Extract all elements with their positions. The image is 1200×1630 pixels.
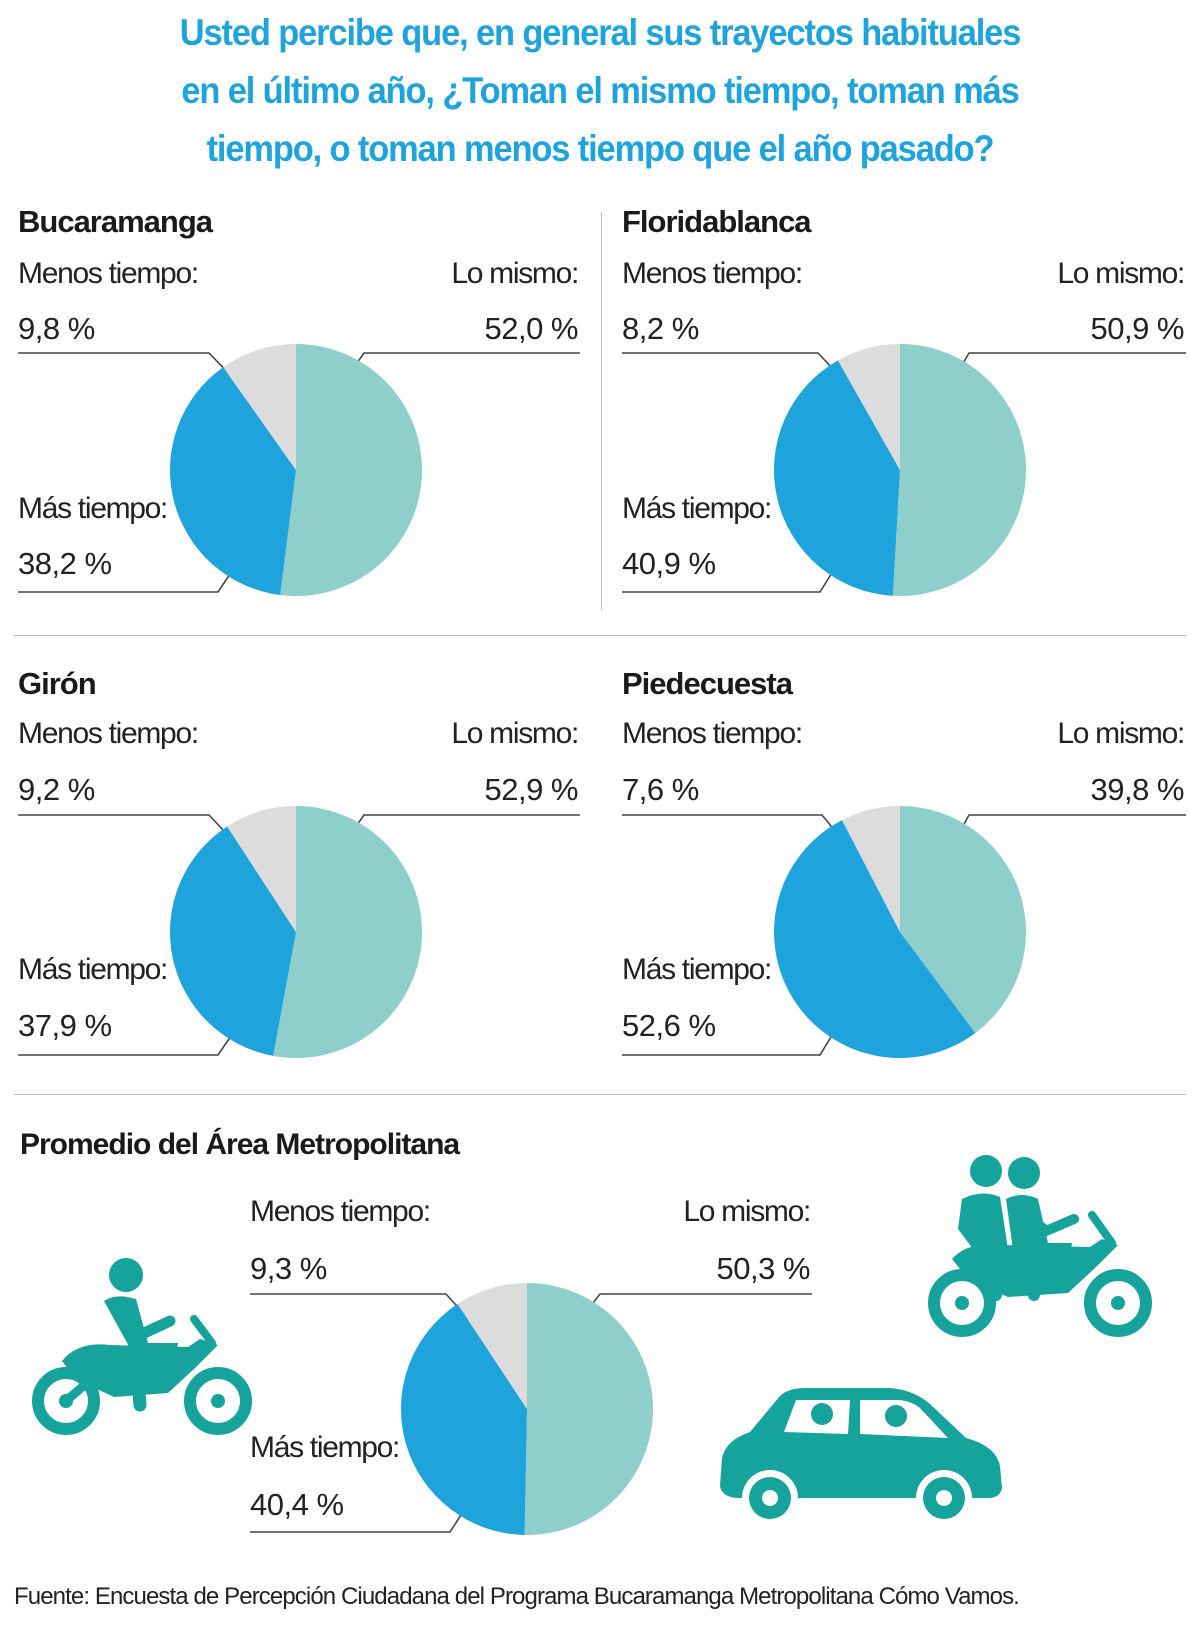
slice-menos-tiempo — [227, 806, 296, 932]
label-lo-mismo: Lo mismo: — [1057, 257, 1185, 290]
value-lo-mismo: 50,9 % — [1090, 311, 1184, 346]
value-menos-tiempo: 7,6 % — [622, 772, 699, 807]
title-line: Usted percibe que, en general sus trayec… — [179, 12, 1022, 53]
label-menos-tiempo: Menos tiempo: — [18, 257, 199, 290]
horizontal-divider — [14, 635, 1186, 636]
pie-chart — [170, 806, 423, 1058]
pie-chart — [169, 344, 422, 596]
label-lo-mismo: Lo mismo: — [451, 717, 579, 750]
value-mas-tiempo: 37,9 % — [18, 1008, 112, 1043]
label-mas-tiempo: Más tiempo: — [250, 1431, 400, 1464]
chart-title: Usted percibe que, en general sus trayec… — [42, 4, 1158, 178]
label-menos-tiempo: Menos tiempo: — [622, 717, 803, 750]
car-icon — [720, 1388, 1002, 1526]
label-mas-tiempo: Más tiempo: — [18, 492, 168, 525]
panel-title: Girón — [18, 666, 97, 701]
motorcycle-rider-icon — [32, 1258, 252, 1435]
source-note: Fuente: Encuesta de Percepción Ciudadana… — [14, 1583, 1020, 1610]
slice-lo-mismo — [524, 1283, 653, 1535]
label-lo-mismo: Lo mismo: — [683, 1195, 811, 1228]
slice-menos-tiempo — [223, 344, 296, 470]
slice-lo-mismo — [892, 344, 1026, 596]
label-mas-tiempo: Más tiempo: — [18, 953, 168, 986]
panel-title: Bucaramanga — [18, 204, 213, 239]
title-line: en el último año, ¿Toman el mismo tiempo… — [181, 70, 1019, 111]
label-lo-mismo: Lo mismo: — [451, 257, 579, 290]
slice-mas-tiempo — [774, 360, 900, 596]
pie-chart — [774, 344, 1026, 596]
pie-chart — [774, 806, 1026, 1059]
value-menos-tiempo: 8,2 % — [622, 311, 699, 346]
slice-lo-mismo — [900, 806, 1026, 1033]
label-menos-tiempo: Menos tiempo: — [250, 1195, 431, 1228]
slice-menos-tiempo — [837, 344, 900, 470]
value-mas-tiempo: 40,4 % — [250, 1487, 344, 1522]
value-menos-tiempo: 9,2 % — [18, 772, 95, 807]
value-menos-tiempo: 9,3 % — [250, 1251, 327, 1286]
value-menos-tiempo: 9,8 % — [18, 311, 95, 346]
panel-title: Promedio del Área Metropolitana — [20, 1128, 460, 1161]
value-lo-mismo: 39,8 % — [1090, 772, 1184, 807]
value-lo-mismo: 52,9 % — [484, 772, 578, 807]
panel-title: Piedecuesta — [622, 666, 793, 701]
title-line: tiempo, o toman menos tiempo que el año … — [206, 128, 995, 169]
label-menos-tiempo: Menos tiempo: — [622, 257, 803, 290]
slice-mas-tiempo — [400, 1303, 527, 1535]
value-mas-tiempo: 52,6 % — [622, 1008, 716, 1043]
value-lo-mismo: 50,3 % — [716, 1251, 810, 1286]
vertical-divider — [601, 212, 602, 610]
slice-menos-tiempo — [842, 806, 900, 932]
label-mas-tiempo: Más tiempo: — [622, 953, 772, 986]
value-mas-tiempo: 40,9 % — [622, 546, 716, 581]
label-lo-mismo: Lo mismo: — [1057, 717, 1185, 750]
value-mas-tiempo: 38,2 % — [18, 546, 112, 581]
value-lo-mismo: 52,0 % — [484, 311, 578, 346]
slice-mas-tiempo — [170, 826, 296, 1056]
pie-chart — [400, 1283, 653, 1535]
panel-title: Floridablanca — [622, 204, 812, 239]
horizontal-divider — [14, 1094, 1186, 1095]
label-mas-tiempo: Más tiempo: — [622, 492, 772, 525]
slice-menos-tiempo — [457, 1283, 527, 1409]
slice-mas-tiempo — [169, 367, 296, 596]
label-menos-tiempo: Menos tiempo: — [18, 717, 199, 750]
motorcycle-two-riders-icon — [928, 1155, 1152, 1337]
slice-mas-tiempo — [774, 820, 976, 1059]
slice-lo-mismo — [273, 806, 423, 1058]
slice-lo-mismo — [280, 344, 422, 596]
